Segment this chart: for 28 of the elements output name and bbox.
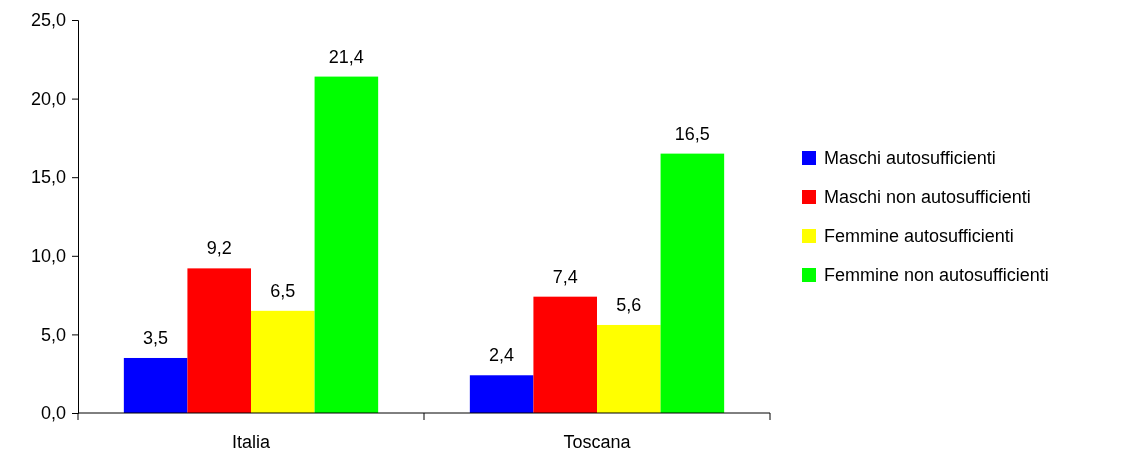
data-label: 9,2 (206, 238, 232, 259)
y-tick-label: 0,0 (40, 403, 66, 424)
bar (533, 296, 597, 413)
y-tick-label: 10,0 (30, 246, 66, 267)
bar (469, 375, 534, 413)
x-tick-label: Italia (231, 432, 271, 452)
data-label: 2,4 (489, 345, 515, 366)
bar (251, 310, 315, 413)
x-tick-label: Toscana (563, 432, 632, 452)
legend-label: Femmine non autosufficienti (824, 265, 1049, 285)
data-label: 3,5 (143, 327, 169, 348)
y-tick-label: 15,0 (30, 167, 66, 188)
bar (660, 153, 725, 413)
legend-label: Maschi non autosufficienti (824, 187, 1031, 207)
legend-label: Femmine autosufficienti (824, 226, 1014, 246)
data-label: 16,5 (674, 123, 710, 144)
bar (187, 268, 251, 413)
data-label: 7,4 (552, 266, 578, 287)
data-label: 21,4 (328, 46, 364, 67)
bar (123, 357, 188, 413)
data-label: 6,5 (270, 280, 296, 301)
legend-label: Maschi autosufficienti (824, 148, 996, 168)
y-tick-label: 25,0 (30, 10, 66, 31)
bar (597, 324, 661, 413)
y-tick-label: 20,0 (30, 88, 66, 109)
data-label: 5,6 (616, 294, 642, 315)
bar (314, 76, 379, 413)
y-tick-label: 5,0 (40, 324, 66, 345)
